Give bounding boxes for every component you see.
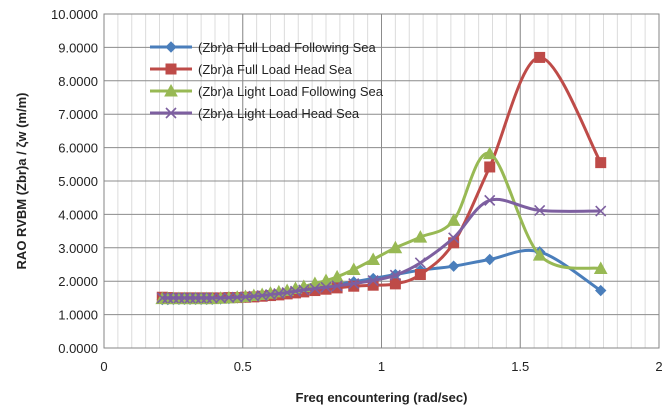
data-point-marker	[348, 277, 360, 290]
series-layer	[155, 51, 608, 306]
data-point-marker	[595, 205, 607, 217]
x-tick-label: 1.5	[511, 359, 529, 374]
legend-item: (Zbr)a Light Load Following Sea	[150, 83, 384, 99]
data-point-marker	[388, 240, 403, 254]
plot-area-frame	[103, 13, 660, 349]
legend-swatch-marker	[165, 107, 177, 119]
y-tick-label: 4.0000	[58, 207, 98, 222]
data-point-marker	[534, 204, 546, 216]
legend-item: (Zbr)a Full Load Head Sea	[150, 62, 353, 77]
legend-swatch-marker	[164, 83, 178, 97]
legend-label: (Zbr)a Light Load Following Sea	[198, 84, 384, 99]
x-tick-label: 2	[655, 359, 662, 374]
x-tick-label: 1	[378, 359, 385, 374]
data-point-marker	[319, 273, 333, 287]
legend-item: (Zbr)a Light Load Head Sea	[150, 106, 360, 121]
data-point-marker	[206, 292, 218, 304]
legend-swatch-marker	[165, 41, 177, 53]
y-tick-label: 6.0000	[58, 141, 98, 156]
data-point-marker	[331, 280, 343, 292]
data-point-marker	[482, 146, 497, 160]
legend-label: (Zbr)a Light Load Head Sea	[198, 106, 360, 121]
legend-label: (Zbr)a Full Load Following Sea	[198, 40, 377, 55]
data-point-marker	[330, 269, 344, 283]
y-axis-title: RAO RVBM (Zbr)a / ζw (m/m)	[14, 93, 29, 270]
data-point-marker	[534, 51, 546, 63]
data-point-marker	[348, 280, 360, 292]
data-point-marker	[298, 284, 310, 296]
legend-item: (Zbr)a Full Load Following Sea	[150, 40, 377, 55]
x-axis-tick-labels: 0 0.5 1 1.5 2	[100, 359, 662, 374]
data-point-marker	[446, 213, 461, 226]
data-point-marker	[214, 292, 227, 304]
y-tick-label: 2.0000	[58, 274, 98, 289]
data-point-marker	[413, 230, 428, 243]
data-point-marker	[366, 252, 381, 265]
data-point-marker	[367, 274, 379, 287]
data-point-marker	[484, 253, 496, 266]
data-point-marker	[595, 157, 607, 169]
y-tick-label: 0.0000	[58, 341, 98, 356]
series-group	[156, 194, 607, 304]
data-point-marker	[532, 248, 547, 261]
y-tick-label: 10.0000	[51, 7, 98, 22]
y-tick-label: 8.0000	[58, 74, 98, 89]
y-tick-label: 1.0000	[58, 308, 98, 323]
legend-label: (Zbr)a Full Load Head Sea	[198, 62, 353, 77]
y-tick-label: 7.0000	[58, 107, 98, 122]
data-point-marker	[484, 161, 496, 173]
data-point-marker	[414, 269, 426, 281]
data-point-marker	[389, 278, 401, 290]
data-point-marker	[223, 292, 235, 304]
data-point-marker	[320, 281, 332, 293]
data-point-marker	[414, 257, 426, 269]
y-axis-tick-labels: 0.0000 1.0000 2.0000 3.0000 4.0000 5.0000 6.00…	[51, 7, 98, 356]
y-tick-label: 5.0000	[58, 174, 98, 189]
data-point-marker	[595, 284, 607, 297]
data-point-marker	[447, 260, 460, 272]
y-tick-label: 9.0000	[58, 40, 98, 55]
x-tick-label: 0.5	[234, 359, 252, 374]
data-point-marker	[389, 269, 401, 281]
y-tick-label: 3.0000	[58, 241, 98, 256]
x-tick-label: 0	[100, 359, 107, 374]
x-axis-title: Freq encountering (rad/sec)	[296, 390, 468, 405]
data-point-marker	[346, 262, 361, 276]
data-point-marker	[593, 261, 608, 275]
data-point-marker	[231, 291, 243, 303]
data-point-marker	[309, 282, 321, 295]
legend: (Zbr)a Full Load Following Sea (Zbr)a Ful…	[150, 40, 384, 121]
legend-swatch-marker	[165, 63, 177, 75]
data-point-marker	[448, 232, 460, 244]
data-point-marker	[484, 194, 496, 206]
